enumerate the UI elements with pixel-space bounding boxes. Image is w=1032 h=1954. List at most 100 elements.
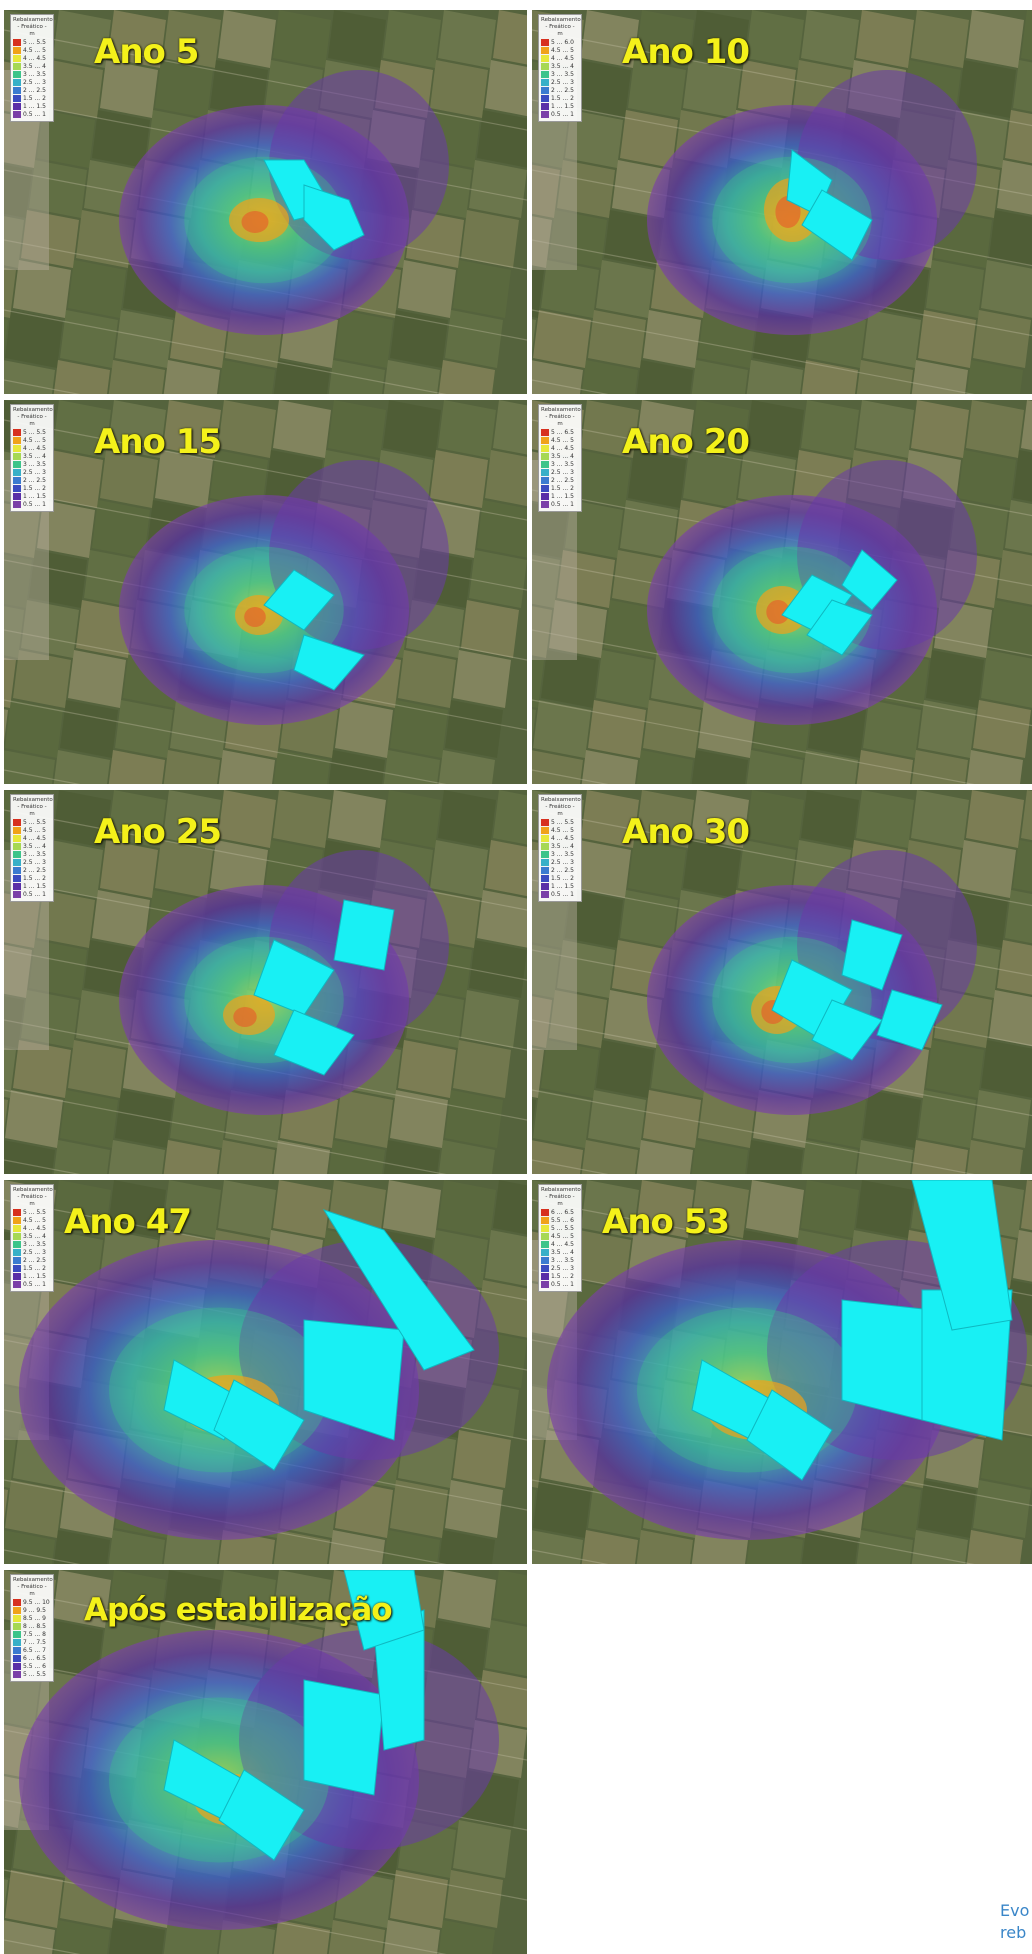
legend-subtitle: - Freático - — [545, 804, 575, 810]
legend-unit: m — [557, 31, 563, 37]
legend-value: 2.5 ... 3 — [23, 468, 46, 476]
legend-value: 2 ... 2.5 — [23, 476, 46, 484]
legend-unit: m — [557, 1201, 563, 1207]
legend-value: 3.5 ... 4 — [23, 62, 46, 70]
quarry-pit — [303, 1319, 405, 1441]
legend-swatch — [13, 78, 21, 86]
legend-entry: 3 ... 3.5 — [541, 1256, 579, 1264]
legend-swatch — [13, 1232, 21, 1240]
legend-swatch — [13, 1646, 21, 1654]
legend-entry: 3 ... 3.5 — [541, 460, 579, 468]
legend-unit: m — [29, 1591, 35, 1597]
legend-entry: 0.5 ... 1 — [13, 1280, 51, 1288]
legend-swatch — [13, 1272, 21, 1280]
quarry-pit — [273, 1009, 355, 1076]
legend-swatch — [13, 484, 21, 492]
legend-swatch — [541, 86, 549, 94]
legend-entry: 1 ... 1.5 — [541, 102, 579, 110]
legend-value: 5 ... 5.5 — [551, 818, 574, 826]
legend-value: 1 ... 1.5 — [23, 492, 46, 500]
legend-swatch — [13, 1280, 21, 1288]
legend-swatch — [541, 70, 549, 78]
legend-entry: 5 ... 5.5 — [541, 1224, 579, 1232]
quarry-pit — [322, 1209, 475, 1371]
legend-entry: 3 ... 3.5 — [13, 460, 51, 468]
legend-value: 1.5 ... 2 — [23, 484, 46, 492]
legend-value: 0.5 ... 1 — [551, 110, 574, 118]
legend-entry: 4.5 ... 5 — [541, 46, 579, 54]
legend-swatch — [541, 834, 549, 842]
legend-swatch — [541, 882, 549, 890]
legend-value: 0.5 ... 1 — [23, 110, 46, 118]
drawdown-map — [4, 1570, 527, 1954]
quarry-pit — [213, 1379, 305, 1471]
legend-entry: 1.5 ... 2 — [541, 484, 579, 492]
legend-swatch — [541, 1264, 549, 1272]
legend-value: 4.5 ... 5 — [23, 826, 46, 834]
legend-value: 5 ... 5.5 — [23, 38, 46, 46]
caption-line-1: Evo — [1000, 1901, 1030, 1920]
legend-entry: 3 ... 3.5 — [13, 1240, 51, 1248]
legend-title: Rebaixamento — [13, 407, 53, 413]
legend-entry: 5 ... 5.5 — [541, 818, 579, 826]
legend-swatch — [13, 1662, 21, 1670]
legend-swatch — [541, 492, 549, 500]
legend-entry: 3 ... 3.5 — [541, 850, 579, 858]
legend-value: 0.5 ... 1 — [23, 890, 46, 898]
quarry-pit — [841, 549, 898, 611]
legend-value: 2.5 ... 3 — [23, 858, 46, 866]
legend-value: 5 ... 5.5 — [23, 1208, 46, 1216]
legend-value: 1 ... 1.5 — [551, 492, 574, 500]
legend-swatch — [13, 1224, 21, 1232]
legend-value: 1.5 ... 2 — [551, 874, 574, 882]
quarry-pit — [303, 184, 365, 251]
legend-entry: 0.5 ... 1 — [13, 890, 51, 898]
legend-entry: 9.5 ... 10 — [13, 1598, 51, 1606]
legend-entry: 2.5 ... 3 — [13, 1248, 51, 1256]
legend-entry: 3.5 ... 4 — [13, 62, 51, 70]
legend-swatch — [541, 858, 549, 866]
legend-swatch — [13, 102, 21, 110]
legend-value: 2.5 ... 3 — [23, 1248, 46, 1256]
legend-entry: 3.5 ... 4 — [541, 62, 579, 70]
legend-value: 4 ... 4.5 — [551, 54, 574, 62]
legend-swatch — [541, 38, 549, 46]
legend-value: 1 ... 1.5 — [23, 1272, 46, 1280]
legend-entry: 4 ... 4.5 — [13, 834, 51, 842]
quarry-pit — [806, 599, 873, 656]
panel-title: Ano 30 — [622, 812, 750, 852]
legend-entry: 1 ... 1.5 — [13, 102, 51, 110]
legend-subtitle: - Freático - — [17, 1584, 47, 1590]
legend-swatch — [541, 78, 549, 86]
legend-entry: 1 ... 1.5 — [13, 882, 51, 890]
legend-entry: 2 ... 2.5 — [541, 476, 579, 484]
legend-entry: 3.5 ... 4 — [541, 842, 579, 850]
legend-value: 0.5 ... 1 — [23, 500, 46, 508]
legend-value: 4 ... 4.5 — [23, 1224, 46, 1232]
legend-entry: 1.5 ... 2 — [13, 484, 51, 492]
legend-value: 2 ... 2.5 — [23, 1256, 46, 1264]
legend-swatch — [541, 452, 549, 460]
legend-entry: 3.5 ... 4 — [13, 1232, 51, 1240]
legend-entry: 1 ... 1.5 — [13, 1272, 51, 1280]
legend-value: 3.5 ... 4 — [551, 452, 574, 460]
legend-entry: 1.5 ... 2 — [13, 1264, 51, 1272]
legend-swatch — [13, 94, 21, 102]
legend-title: Rebaixamento — [13, 797, 53, 803]
legend-swatch — [541, 62, 549, 70]
legend-value: 3 ... 3.5 — [551, 70, 574, 78]
panel-title: Após estabilização — [84, 1592, 393, 1628]
legend-value: 0.5 ... 1 — [23, 1280, 46, 1288]
legend-title: Rebaixamento — [541, 797, 581, 803]
legend-value: 5.5 ... 6 — [551, 1216, 574, 1224]
legend-swatch — [13, 1622, 21, 1630]
legend-value: 1.5 ... 2 — [551, 484, 574, 492]
legend-value: 3 ... 3.5 — [23, 70, 46, 78]
legend-swatch — [13, 1256, 21, 1264]
legend-swatch — [541, 468, 549, 476]
legend-swatch — [541, 444, 549, 452]
legend-swatch — [13, 38, 21, 46]
